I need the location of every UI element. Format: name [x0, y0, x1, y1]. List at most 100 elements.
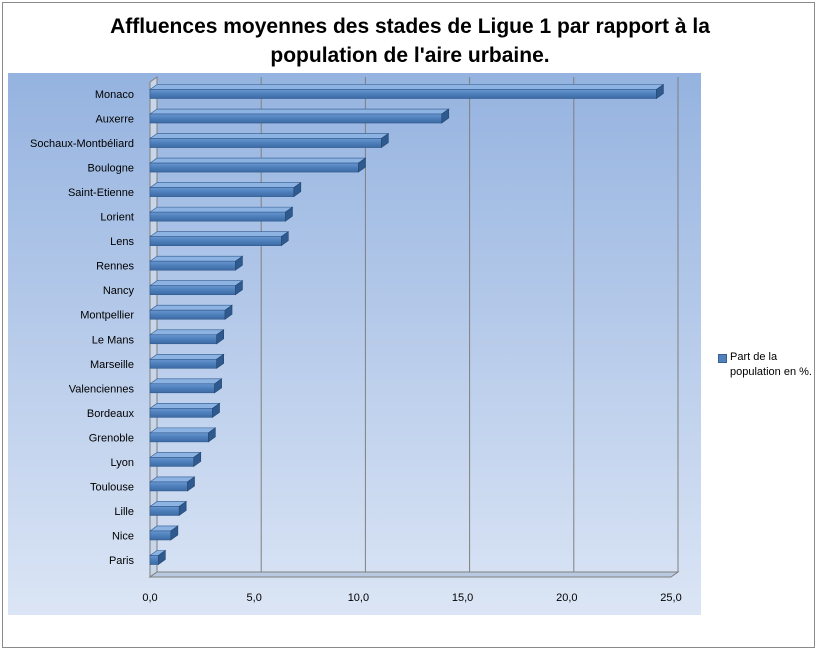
bar-top — [149, 403, 221, 409]
bar-end — [293, 182, 302, 198]
bar-end — [656, 83, 664, 100]
bar-front — [149, 236, 282, 246]
bar-front — [149, 383, 215, 394]
category-label: Bordeaux — [87, 408, 135, 420]
legend-swatch — [718, 354, 727, 363]
bar-top — [149, 108, 450, 115]
category-label: Nancy — [103, 285, 135, 297]
bar — [149, 304, 233, 320]
x-tick-label: 10,0 — [348, 592, 369, 604]
bar-end — [216, 353, 224, 369]
bar — [149, 157, 367, 173]
bar-end — [178, 500, 187, 517]
bar — [149, 182, 302, 198]
x-tick-label: 20,0 — [556, 592, 577, 604]
bar-end — [170, 525, 179, 541]
bar-top — [149, 206, 294, 213]
category-label: Lille — [114, 506, 134, 518]
bar-top — [149, 280, 244, 287]
bar-front — [149, 334, 217, 345]
bar — [149, 500, 188, 517]
bar-front — [149, 432, 209, 443]
category-label: Le Mans — [92, 334, 135, 346]
bar-front — [149, 358, 217, 369]
bar-front — [149, 506, 180, 516]
bar-top — [149, 255, 244, 262]
category-label: Auxerre — [95, 114, 134, 126]
bar-end — [187, 476, 195, 492]
bar-front — [149, 408, 213, 418]
bar — [149, 353, 225, 369]
category-label: Nice — [112, 530, 134, 542]
bar-top — [149, 84, 665, 90]
bar — [149, 83, 665, 100]
category-label: Valenciennes — [69, 383, 135, 395]
bar-end — [235, 280, 243, 296]
category-label: Rennes — [96, 261, 134, 273]
bar — [149, 378, 223, 394]
bar-front — [149, 113, 443, 124]
category-label: Montpellier — [80, 310, 134, 322]
bar — [149, 476, 196, 492]
x-tick-labels: 0,0 5,0 10,0 15,0 20,0 25,0 — [142, 592, 681, 604]
category-label: Marseille — [90, 359, 134, 371]
bar-front — [149, 260, 236, 271]
legend: Part de la population en %. — [718, 350, 813, 380]
category-label: Sochaux-Montbéliard — [30, 138, 134, 150]
bar — [149, 329, 225, 345]
bar-top — [149, 452, 202, 458]
bar-end — [208, 427, 216, 443]
category-label: Lorient — [100, 212, 134, 224]
bar-front — [149, 309, 226, 320]
category-label: Monaco — [95, 89, 134, 101]
x-tick-label: 5,0 — [247, 592, 262, 604]
bar-end — [224, 304, 233, 320]
bar-front — [149, 481, 188, 492]
x-tick-label: 0,0 — [142, 592, 157, 604]
bar — [149, 549, 167, 566]
category-label: Saint-Etienne — [68, 187, 134, 199]
bar-front — [149, 89, 657, 99]
bar-top — [149, 133, 390, 139]
bar-top — [149, 231, 290, 237]
category-labels: Monaco Auxerre Sochaux-Montbéliard Boulogne… — [30, 89, 134, 567]
bar-end — [280, 231, 289, 247]
bar — [149, 206, 294, 222]
bar-end — [235, 255, 243, 271]
bar-end — [358, 157, 366, 173]
x-tick-label: 15,0 — [452, 592, 473, 604]
bar — [149, 280, 244, 296]
bar-front — [149, 555, 159, 565]
bar-top — [149, 157, 367, 164]
bar-top — [149, 304, 233, 311]
category-label: Lens — [110, 236, 134, 248]
bar-top — [149, 427, 217, 434]
bar-end — [441, 108, 450, 124]
legend-label: Part de la population en %. — [730, 351, 812, 378]
bar-end — [381, 132, 389, 149]
bar-front — [149, 162, 359, 173]
category-label: Paris — [109, 555, 135, 567]
category-label: Grenoble — [89, 432, 134, 444]
bar-top — [149, 329, 225, 336]
bar-front — [149, 187, 295, 197]
bar — [149, 402, 221, 418]
bar-end — [216, 329, 224, 345]
bar-top — [149, 353, 225, 360]
bar-end — [285, 206, 293, 222]
bar-top — [149, 378, 223, 385]
category-label: Lyon — [111, 457, 134, 469]
floor — [148, 571, 680, 578]
x-tick-label: 25,0 — [660, 592, 681, 604]
bar — [149, 231, 290, 247]
bar — [149, 451, 202, 467]
bar — [149, 108, 450, 124]
bar — [149, 427, 217, 443]
bar — [149, 525, 179, 541]
bar-front — [149, 285, 236, 296]
plot-walls — [148, 76, 680, 578]
category-label: Boulogne — [88, 163, 135, 175]
bar — [149, 255, 244, 271]
bar-top — [149, 182, 302, 188]
